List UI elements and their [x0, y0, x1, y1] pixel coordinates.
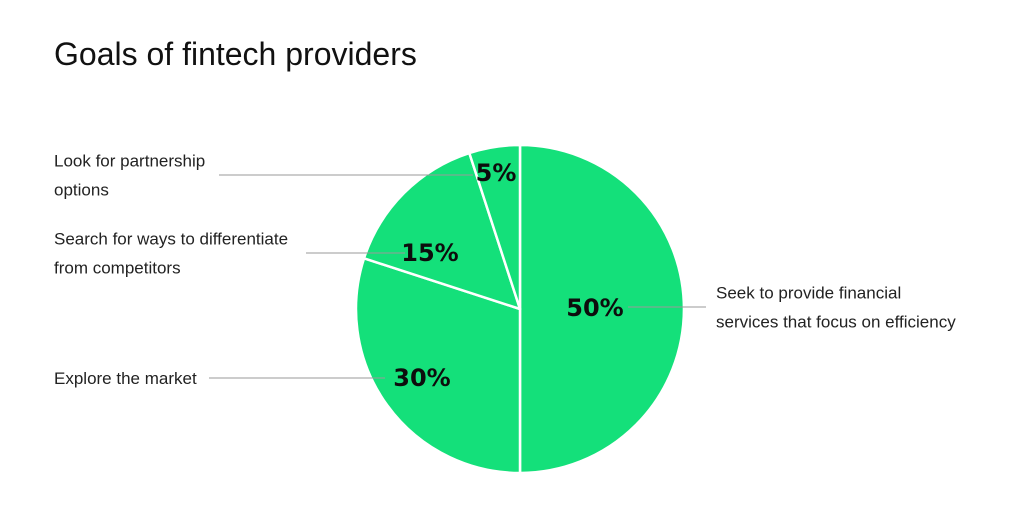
slice-value-4: 5% — [476, 159, 517, 187]
slice-value-2: 30% — [393, 364, 450, 392]
slice-label-4-line-2: options — [54, 181, 109, 200]
slice-label-3-line-2: from competitors — [54, 259, 181, 278]
pie-slice-1 — [518, 143, 686, 475]
slice-label-4-line-1: Look for partnership — [54, 152, 205, 171]
slice-label-1: Seek to provide financial services that f… — [716, 284, 956, 332]
slice-label-3-line-1: Search for ways to differentiate — [54, 230, 288, 249]
slice-label-1-line-2: services that focus on efficiency — [716, 313, 956, 332]
slices — [354, 143, 686, 475]
pie-slice-4 — [468, 143, 522, 311]
slice-value-1: 50% — [566, 294, 623, 322]
slice-label-1-line-1: Seek to provide financial — [716, 284, 901, 303]
slice-label-2: Explore the market — [54, 369, 197, 388]
slice-label-2-line-1: Explore the market — [54, 369, 197, 388]
chart-title: Goals of fintech providers — [54, 36, 417, 72]
labels: Seek to provide financial services that f… — [54, 152, 956, 393]
pie-slice-2 — [354, 257, 522, 475]
slice-value-3: 15% — [401, 239, 458, 267]
slice-label-3: Search for ways to differentiate from com… — [54, 230, 288, 278]
slice-label-4: Look for partnership options — [54, 152, 205, 200]
